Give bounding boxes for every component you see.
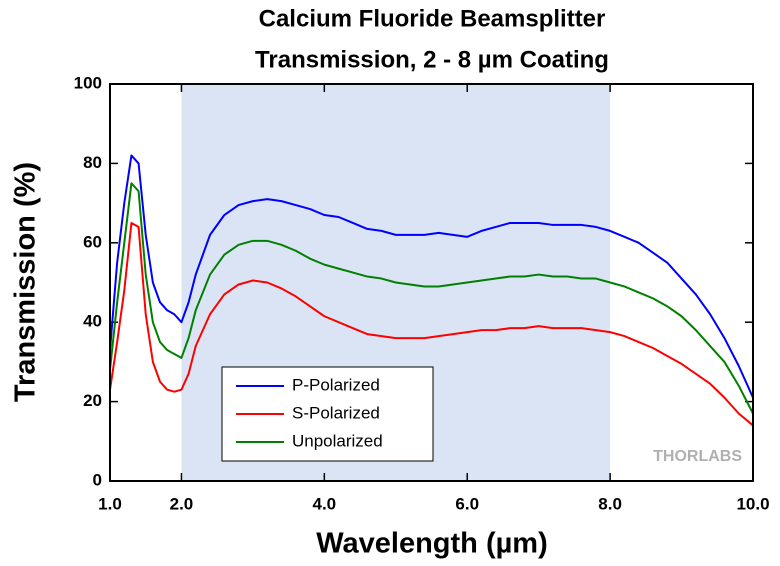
- y-tick-label: 60: [83, 232, 102, 251]
- line-series: [109, 182, 754, 414]
- x-tick-label: 6.0: [455, 494, 479, 513]
- line-series: [109, 154, 754, 399]
- chart-title: Calcium Fluoride Beamsplitter: [259, 5, 606, 32]
- y-axis-label: Transmission (%): [10, 162, 42, 402]
- plot-frame: [109, 83, 754, 482]
- legend-label: P-Polarized: [292, 375, 380, 394]
- legend-label: Unpolarized: [292, 431, 383, 450]
- y-tick-label: 80: [83, 153, 102, 172]
- x-tick-label: 10.0: [736, 494, 769, 513]
- y-tick-label: 0: [93, 470, 102, 489]
- x-tick-label: 2.0: [170, 494, 194, 513]
- watermark: THORLABS: [653, 448, 742, 465]
- x-tick-label: 8.0: [598, 494, 622, 513]
- y-tick-label: 40: [83, 312, 102, 331]
- y-tick-label: 20: [83, 391, 102, 410]
- x-tick-label: 1.0: [98, 494, 122, 513]
- legend-label: S-Polarized: [292, 403, 380, 422]
- line-series: [109, 221, 754, 427]
- x-axis-label: Wavelength (µm): [316, 528, 548, 560]
- chart-title: Transmission, 2 - 8 µm Coating: [255, 46, 609, 73]
- x-tick-label: 4.0: [313, 494, 337, 513]
- y-tick-label: 100: [74, 73, 102, 92]
